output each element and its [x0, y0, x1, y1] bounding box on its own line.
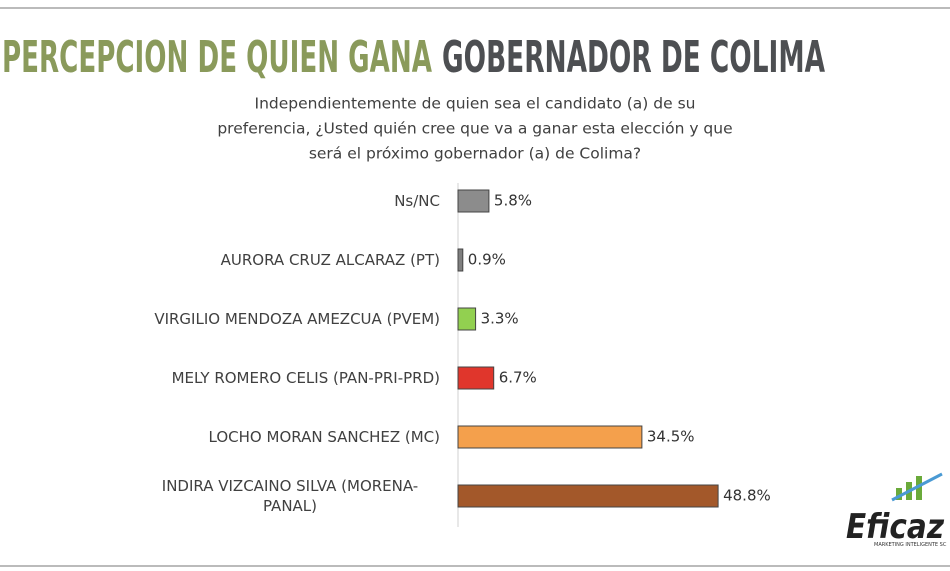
value-label: 48.8% — [723, 487, 771, 505]
logo-bar — [896, 488, 902, 500]
bar — [457, 425, 643, 449]
value-label: 3.3% — [481, 310, 519, 328]
category-text: Ns/NC — [394, 192, 440, 210]
category-label: AURORA CRUZ ALCARAZ (PT) — [140, 250, 440, 270]
logo-tagline: MARKETING INTELIGENTE SC — [874, 542, 947, 548]
category-text: AURORA CRUZ ALCARAZ (PT) — [220, 251, 440, 269]
bar — [457, 484, 719, 508]
subtitle-line: preferencia, ¿Usted quién cree que va a … — [217, 120, 732, 138]
bar — [457, 248, 464, 272]
subtitle-line: Independientemente de quien sea el candi… — [255, 95, 696, 113]
bar — [457, 366, 495, 390]
bar — [457, 307, 477, 331]
value-label: 34.5% — [647, 428, 695, 446]
category-text: INDIRA VIZCAINO SILVA (MORENA-PANAL) — [161, 477, 419, 515]
category-text: LOCHO MORAN SANCHEZ (MC) — [208, 428, 440, 446]
value-label: 0.9% — [468, 251, 506, 269]
bar — [457, 189, 490, 213]
logo-arrow — [891, 472, 943, 502]
value-label: 6.7% — [499, 369, 537, 387]
category-label: MELY ROMERO CELIS (PAN-PRI-PRD) — [140, 368, 440, 388]
logo: Eficaz MARKETING INTELIGENTE SC — [846, 472, 947, 548]
category-label: LOCHO MORAN SANCHEZ (MC) — [140, 427, 440, 447]
logo-name: Eficaz — [846, 507, 944, 547]
category-text: VIRGILIO MENDOZA AMEZCUA (PVEM) — [154, 310, 440, 328]
category-label: INDIRA VIZCAINO SILVA (MORENA-PANAL) — [140, 476, 440, 516]
category-label: Ns/NC — [140, 191, 440, 211]
value-label: 5.8% — [494, 192, 532, 210]
category-text: MELY ROMERO CELIS (PAN-PRI-PRD) — [171, 369, 440, 387]
category-label: VIRGILIO MENDOZA AMEZCUA (PVEM) — [140, 309, 440, 329]
subtitle-line: será el próximo gobernador (a) de Colima… — [309, 145, 641, 163]
logo-bar — [916, 476, 922, 500]
title-part: GOBERNADOR DE COLIMA — [442, 32, 825, 83]
title-part: PERCEPCION DE QUIEN GANA — [2, 32, 432, 83]
